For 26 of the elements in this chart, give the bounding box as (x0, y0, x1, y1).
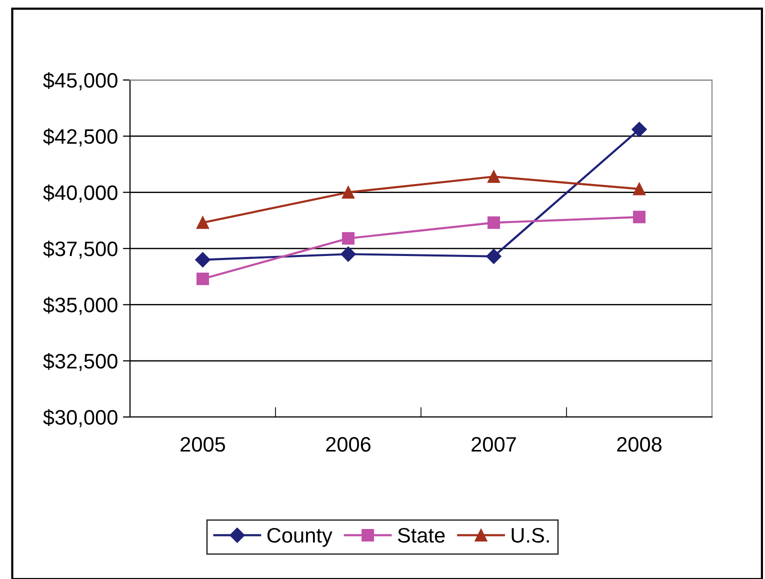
point (488, 170, 500, 183)
point (488, 216, 500, 229)
point (340, 246, 356, 262)
point (195, 252, 210, 268)
legend-label: U.S. (512, 528, 549, 543)
x-tick-label: 2006 (326, 436, 371, 452)
point (196, 216, 209, 229)
point (342, 186, 354, 199)
y-tick-label: $45,000 (43, 72, 118, 90)
y-tick-label: $37,500 (43, 240, 118, 259)
x-tick-label: 2005 (180, 436, 226, 452)
point (633, 210, 646, 224)
x-tick-label: 2008 (617, 436, 662, 452)
point (486, 248, 502, 264)
y-tick-label: $32,500 (43, 352, 118, 372)
legend-label: State (398, 528, 445, 543)
point (196, 272, 209, 286)
x-tick-label: 2007 (472, 436, 516, 452)
y-tick-label: $42,500 (43, 128, 118, 146)
point (633, 182, 646, 196)
point (342, 232, 354, 245)
point (632, 122, 647, 137)
legend-label: County (267, 528, 332, 547)
y-tick-label: $30,000 (43, 409, 118, 428)
y-tick-label: $35,000 (43, 296, 118, 315)
y-tick-label: $40,000 (43, 184, 118, 203)
